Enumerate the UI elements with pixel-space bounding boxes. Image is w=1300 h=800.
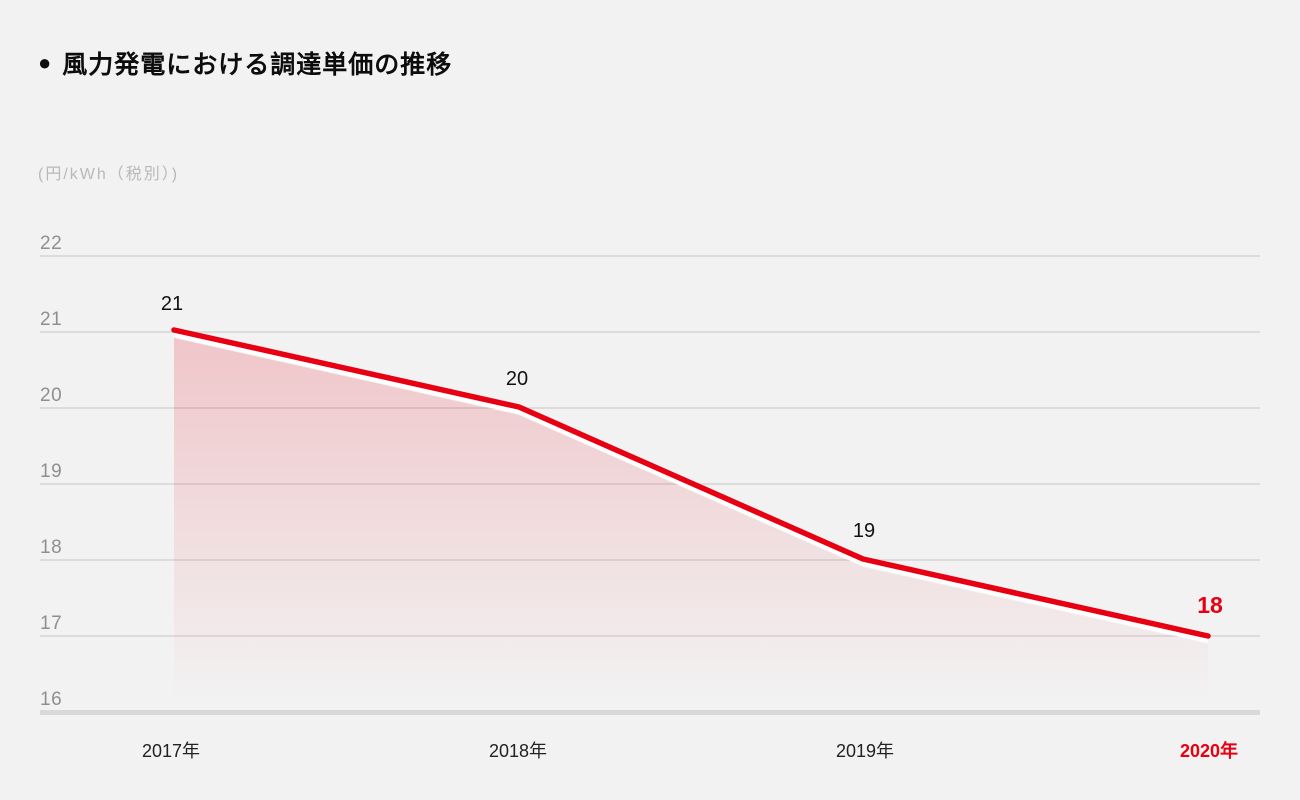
x-label-2020: 2020年	[1179, 741, 1239, 761]
gridline-21	[40, 331, 1260, 333]
data-label-2020: 18	[1197, 592, 1223, 618]
y-tick-20: 20	[40, 385, 63, 406]
x-label-2019: 2019年	[835, 741, 895, 761]
page-title: ● 風力発電における調達単価の推移	[38, 45, 452, 81]
data-label-2019: 19	[852, 520, 876, 542]
gridline-20	[40, 407, 1260, 409]
y-tick-18: 18	[40, 537, 63, 558]
gridline-18	[40, 559, 1260, 561]
data-label-2017: 21	[160, 293, 184, 315]
y-tick-21: 21	[40, 309, 63, 330]
y-tick-22: 22	[40, 233, 63, 254]
y-tick-16: 16	[40, 689, 63, 710]
gridline-22	[40, 255, 1260, 257]
x-label-2018: 2018年	[488, 741, 548, 761]
chart-title-text: 風力発電における調達単価の推移	[62, 51, 453, 79]
gridline-17	[40, 635, 1260, 637]
gridline-19	[40, 483, 1260, 485]
y-axis-unit-label: (円/kWh（税別）)	[38, 166, 180, 183]
y-tick-17: 17	[40, 613, 63, 634]
area-fill	[174, 338, 1208, 710]
data-label-2018: 20	[505, 368, 529, 390]
line-white-outline	[173, 331, 1209, 643]
bullet-icon: ●	[38, 50, 53, 75]
y-tick-19: 19	[40, 461, 63, 482]
x-label-2017: 2017年	[141, 741, 201, 761]
x-axis-baseline	[40, 710, 1260, 715]
